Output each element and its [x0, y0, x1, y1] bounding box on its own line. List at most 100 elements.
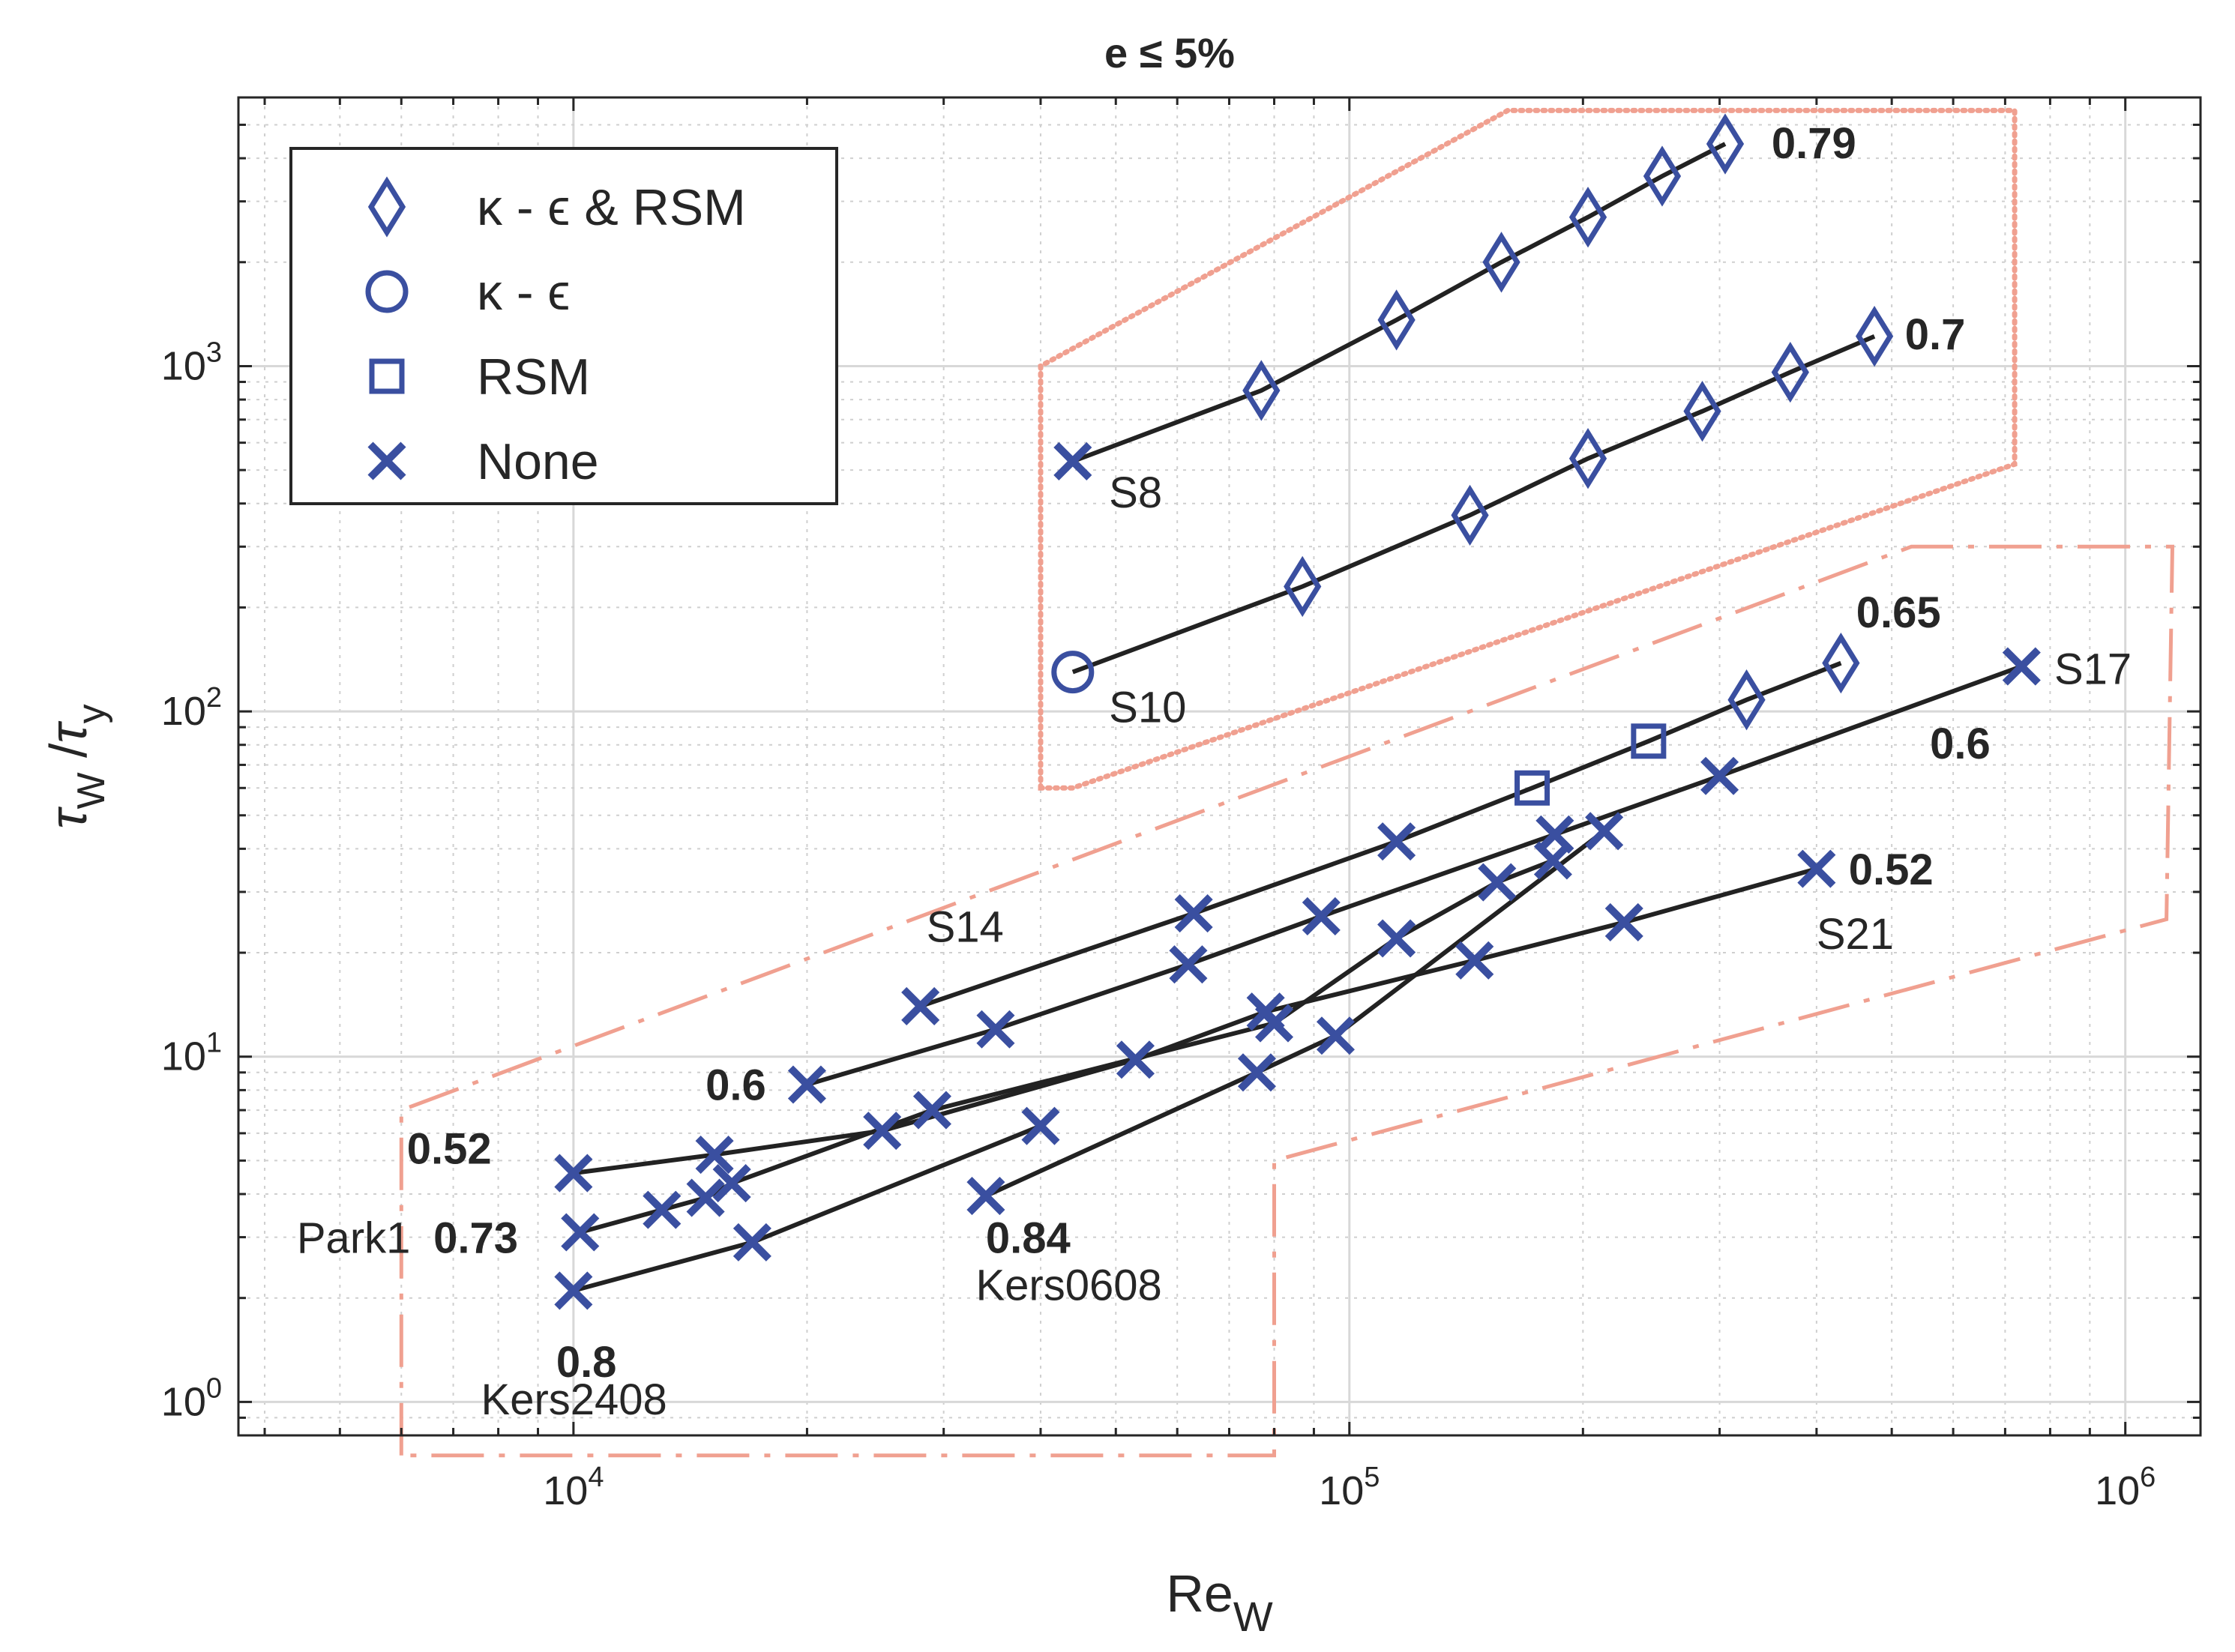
- diamond-marker-shape: [1683, 381, 1721, 442]
- series-line-s8: [1071, 142, 1727, 464]
- legend-label: κ - ϵ: [477, 264, 570, 321]
- exponent-label: 0.52: [1849, 845, 1934, 894]
- data-point-park1: [686, 1178, 725, 1217]
- data-point-s8: [1568, 187, 1607, 248]
- series-label: S17: [2054, 645, 2132, 694]
- data-point-s14: [1631, 723, 1667, 759]
- series-label: Kers2408: [481, 1375, 667, 1424]
- data-point-s10: [1568, 428, 1607, 489]
- x-marker-stroke: [1302, 896, 1341, 935]
- data-point-park1: [643, 1190, 682, 1229]
- data-point-s17: [2002, 647, 2041, 686]
- exponent-label: 0.6: [706, 1061, 766, 1109]
- legend-label: κ - ϵ & RSM: [477, 179, 746, 236]
- data-point-s10: [1451, 484, 1489, 546]
- x-marker-stroke: [1533, 841, 1572, 880]
- series-line-s10: [1071, 334, 1876, 675]
- data-point-s14: [901, 986, 940, 1025]
- series-label: S8: [1109, 468, 1162, 517]
- x-marker-stroke: [695, 1136, 734, 1175]
- data-point-s8: [1053, 441, 1092, 480]
- highlight-regions: [399, 107, 2175, 1458]
- data-point-kers0608: [1585, 812, 1624, 851]
- dashdot-region: [399, 544, 2175, 1458]
- legend-marker-square: [369, 358, 405, 394]
- data-point-s17: [1302, 896, 1341, 935]
- data-point-kers0608: [1237, 1053, 1276, 1092]
- data-point-park1: [912, 1091, 951, 1130]
- x-tick-label: 106: [2095, 1462, 2156, 1513]
- data-point-s17: [1700, 756, 1739, 795]
- y-tick-label: 100: [161, 1372, 222, 1424]
- x-marker-stroke: [966, 1177, 1005, 1216]
- data-point-s17: [787, 1065, 826, 1104]
- x-marker-stroke: [1700, 756, 1739, 795]
- data-point-park1: [1377, 919, 1416, 958]
- data-point-s14: [1377, 822, 1416, 861]
- x-tick-label: 105: [1319, 1462, 1380, 1513]
- exponent-label: 0.79: [1772, 119, 1856, 168]
- legend-label: RSM: [477, 349, 590, 406]
- x-marker-stroke: [643, 1190, 682, 1229]
- x-marker-stroke: [863, 1112, 902, 1151]
- data-point-s21: [863, 1112, 902, 1151]
- data-point-s21: [554, 1154, 593, 1193]
- data-point-s21: [1455, 941, 1494, 980]
- exponent-label: 0.52: [407, 1124, 492, 1173]
- x-marker-stroke: [976, 1010, 1015, 1049]
- x-marker-stroke: [1316, 1016, 1355, 1055]
- data-point-s17: [1169, 945, 1208, 984]
- y-tick-label: 102: [161, 682, 222, 734]
- data-point-park1: [1533, 841, 1572, 880]
- exponent-label: 0.6: [1930, 720, 1991, 768]
- x-marker-stroke: [1455, 941, 1494, 980]
- data-point-kers0608: [1316, 1016, 1355, 1055]
- data-point-s14: [1727, 669, 1766, 731]
- legend-box: [289, 147, 838, 505]
- diamond-marker-shape: [1284, 555, 1322, 618]
- series-label: S21: [1817, 910, 1894, 959]
- x-marker-stroke: [712, 1164, 751, 1203]
- diamond-marker-shape: [1822, 632, 1860, 694]
- axes: 104 105 106 100 101 102 103: [161, 96, 2202, 1513]
- x-marker-stroke: [787, 1065, 826, 1104]
- x-marker-stroke: [554, 1154, 593, 1193]
- x-marker-stroke: [2002, 647, 2041, 686]
- data-point-s8: [1377, 289, 1416, 351]
- data-point-s10: [1771, 341, 1809, 403]
- x-marker-stroke: [1116, 1040, 1155, 1079]
- data-markers: [554, 113, 2041, 1310]
- series-label: Park1: [297, 1214, 411, 1263]
- series-line-s21: [573, 866, 1817, 1176]
- data-point-park1: [1478, 863, 1517, 902]
- data-point-s21: [1116, 1040, 1155, 1079]
- data-point-s8: [1643, 145, 1682, 207]
- series-annotations: S8 S10 S14 S17 S21 Park1 Kers0608 Kers2408 0.79 0…: [297, 119, 2132, 1424]
- x-tick-label: 104: [543, 1462, 604, 1513]
- diamond-marker-shape: [1451, 484, 1489, 546]
- data-point-s10: [1284, 555, 1322, 618]
- x-marker-stroke: [1377, 919, 1416, 958]
- x-marker-stroke: [912, 1091, 951, 1130]
- exponent-label: 0.7: [1905, 310, 1966, 359]
- data-point-s21: [1797, 849, 1836, 888]
- data-point-kers2408: [733, 1223, 771, 1261]
- x-marker-stroke: [1237, 1053, 1276, 1092]
- x-marker-stroke: [1377, 822, 1416, 861]
- axes-box: [237, 96, 2202, 1437]
- square-marker-shape: [1514, 770, 1550, 806]
- series-line-kers0608: [984, 829, 1606, 1199]
- data-point-s14: [1514, 770, 1550, 806]
- exponent-label: 0.65: [1856, 588, 1941, 637]
- data-point-kers2408: [1021, 1106, 1060, 1145]
- diamond-marker-shape: [1643, 145, 1682, 207]
- data-point-s21: [1604, 902, 1643, 941]
- x-marker-stroke: [554, 1271, 593, 1310]
- data-point-s8: [1482, 232, 1520, 293]
- x-marker-stroke: [1021, 1106, 1060, 1145]
- x-marker-stroke: [1535, 815, 1574, 854]
- chart-title: e ≤ 5%: [1104, 29, 1235, 76]
- data-point-s10: [1855, 306, 1894, 367]
- grid: [238, 97, 2201, 1436]
